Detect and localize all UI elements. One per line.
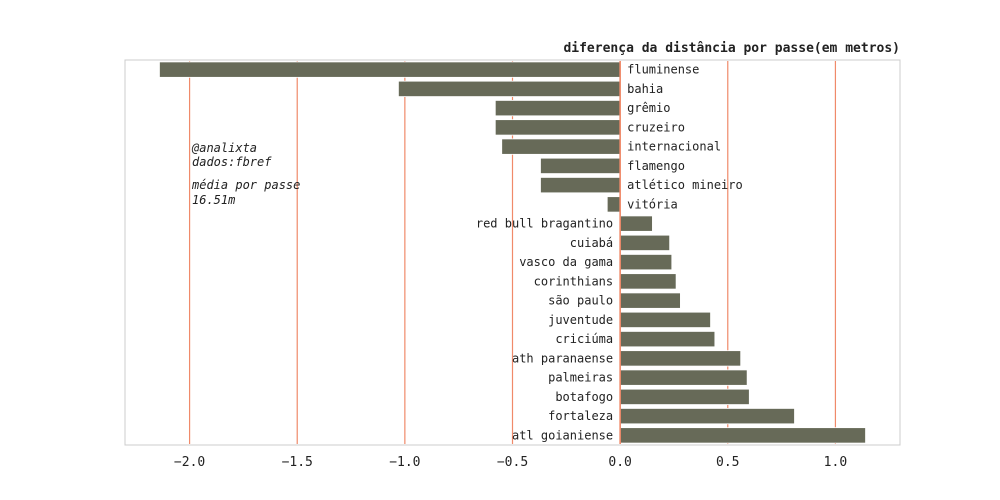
- bar: [619, 369, 748, 386]
- bar-label: internacional: [627, 140, 721, 154]
- bar: [619, 408, 795, 425]
- bar: [540, 157, 621, 174]
- chart-title: diferença da distância por passe(em metr…: [563, 41, 900, 56]
- bar-label: palmeiras: [548, 371, 613, 385]
- bar-label: cruzeiro: [627, 120, 685, 134]
- bar: [494, 119, 621, 136]
- annotation-average-label: média por passe: [191, 178, 300, 192]
- bar-label: flamengo: [627, 159, 685, 173]
- bar: [619, 215, 653, 232]
- bar: [619, 350, 742, 367]
- x-tick-label: 1.0: [824, 455, 847, 470]
- x-tick-label: 0.5: [716, 455, 739, 470]
- bar: [619, 388, 750, 405]
- bar-label: atlético mineiro: [627, 178, 743, 192]
- bar-label: vasco da gama: [519, 255, 613, 269]
- bar-label: são paulo: [548, 294, 613, 308]
- grid-lines: [188, 61, 837, 444]
- x-tick-label: −1.0: [389, 455, 420, 470]
- bar-label: cuiabá: [570, 236, 613, 250]
- x-tick-label: −0.5: [497, 455, 528, 470]
- x-axis-ticks: −2.0 −1.5 −1.0 −0.5 0.0 0.5 1.0: [174, 455, 847, 470]
- bar: [619, 427, 866, 444]
- bar: [494, 100, 621, 117]
- bar: [398, 80, 621, 97]
- bar-label: bahia: [627, 82, 663, 96]
- bar-label: corinthians: [534, 274, 613, 288]
- bar: [606, 196, 621, 213]
- bar-label: ath paranaense: [512, 351, 613, 365]
- x-tick-label: −2.0: [174, 455, 205, 470]
- bar-label: vitória: [627, 197, 678, 211]
- bar: [540, 177, 621, 194]
- bar: [619, 311, 711, 328]
- bar-label: grêmio: [627, 101, 670, 115]
- x-tick-label: −1.5: [282, 455, 313, 470]
- bar: [619, 273, 677, 290]
- annotation-block: @analixta dados:fbref média por passe 16…: [191, 141, 300, 207]
- bar: [619, 234, 671, 251]
- bar-label: criciúma: [555, 332, 613, 346]
- bar: [619, 292, 681, 309]
- annotation-author: @analixta: [191, 141, 257, 155]
- bar-label: red bull bragantino: [476, 217, 613, 231]
- bar: [619, 254, 673, 271]
- bar-label: atl goianiense: [512, 428, 613, 442]
- annotation-source: dados:fbref: [192, 155, 272, 169]
- bar-label: botafogo: [555, 390, 613, 404]
- bar-label: fortaleza: [548, 409, 613, 423]
- plot-frame: [124, 59, 901, 446]
- bar: [159, 61, 621, 78]
- bar-label: fluminense: [627, 63, 699, 77]
- bars: fluminense bahia grêmio cruzeiro internacion…: [159, 61, 866, 444]
- x-tick-label: 0.0: [608, 455, 631, 470]
- bar: [501, 138, 621, 155]
- bar: [619, 331, 716, 348]
- annotation-average-value: 16.51m: [192, 193, 235, 207]
- bar-label: juventude: [548, 313, 613, 327]
